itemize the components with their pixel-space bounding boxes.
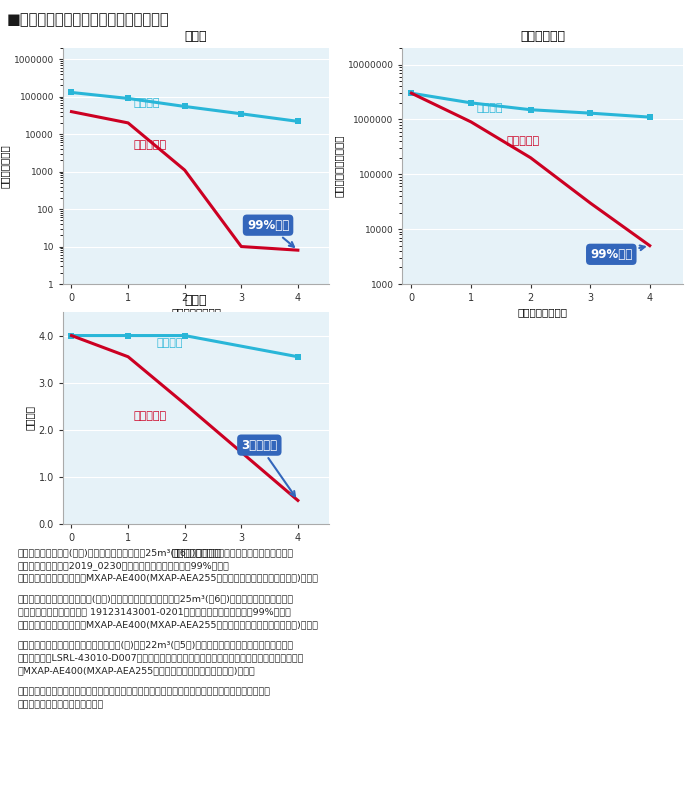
Text: 本体動作時: 本体動作時	[134, 410, 167, 421]
Text: 自然減衰: 自然減衰	[134, 98, 160, 107]
Title: 浮遊ウイルス: 浮遊ウイルス	[520, 30, 565, 42]
Text: ・ウイルス除去については、(一財)日本食品分析センターにて25m³(約6畳)密閉空間で効果を確認し
　ております。試験番号： 19123143001-0201号: ・ウイルス除去については、(一財)日本食品分析センターにて25m³(約6畳)密閉…	[18, 594, 318, 629]
Text: 本体動作時: 本体動作時	[134, 141, 167, 150]
Text: 自然減衰: 自然減衰	[156, 338, 183, 348]
Y-axis label: 浮遊ウイルス数（個）: 浮遊ウイルス数（個）	[333, 134, 343, 198]
Y-axis label: 浮遊菌数（個）: 浮遊菌数（個）	[0, 144, 10, 188]
Text: 99%除菌: 99%除菌	[247, 218, 294, 247]
X-axis label: 経過時間（時間）: 経過時間（時間）	[171, 307, 221, 317]
X-axis label: 経過時間（時間）: 経過時間（時間）	[517, 307, 568, 317]
Title: 浮遊菌: 浮遊菌	[185, 30, 207, 42]
Text: ・除菌については、(一財)北里環境科学センター25m³(約6畳)密閉空間で効果を確認しております。
　試験番号：北生発2019_0230号。試験結果：約４時間で: ・除菌については、(一財)北里環境科学センター25m³(約6畳)密閉空間で効果を…	[18, 548, 318, 582]
Text: 99%除去: 99%除去	[590, 246, 645, 261]
Text: 3段階減少: 3段階減少	[241, 438, 295, 496]
Text: 本体動作時: 本体動作時	[507, 136, 540, 146]
X-axis label: 経過時間（時間）: 経過時間（時間）	[171, 547, 221, 557]
Text: ■第三者機関による実証試験による効果: ■第三者機関による実証試験による効果	[7, 13, 169, 27]
Text: 自然減衰: 自然減衰	[477, 103, 503, 113]
Text: ・消臭については、暮らしの科学研究所(株)にて22m³(約5畳)密閉空間で効果を確認しております。
　試験番号：LSRL-43010-D007号。試験結果：約４: ・消臭については、暮らしの科学研究所(株)にて22m³(約5畳)密閉空間で効果を…	[18, 641, 304, 675]
Y-axis label: 臭気強度: 臭気強度	[25, 406, 34, 430]
Title: ニオイ: ニオイ	[185, 294, 207, 306]
Text: ・実使用空間での実証効果ではありません。また全ての菌、ウイルスやニオイに効果があることを
　保証するものではありません。: ・実使用空間での実証効果ではありません。また全ての菌、ウイルスやニオイに効果があ…	[18, 687, 270, 709]
